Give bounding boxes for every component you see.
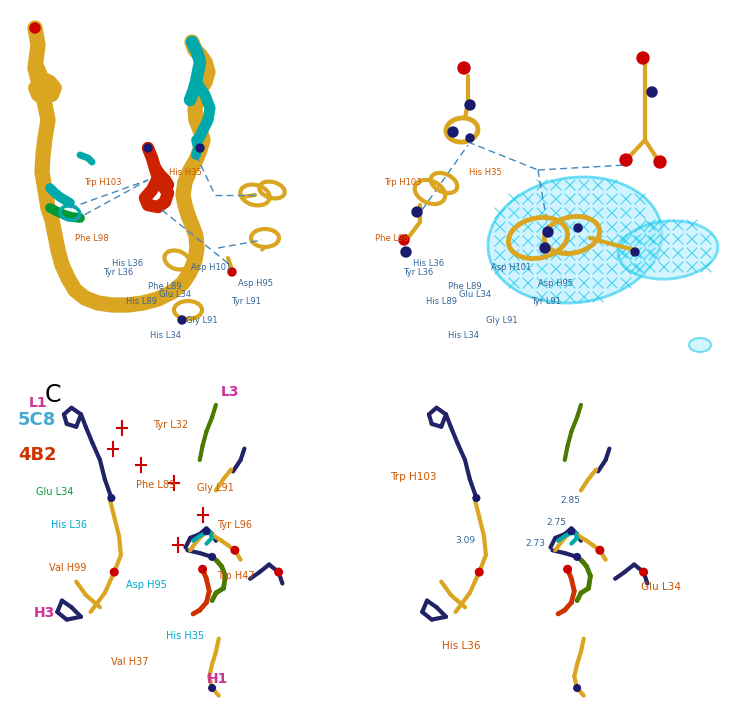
- Text: Phe L98: Phe L98: [75, 234, 109, 242]
- Text: Asp H95: Asp H95: [126, 580, 166, 590]
- Circle shape: [564, 566, 572, 573]
- Circle shape: [108, 494, 115, 502]
- Circle shape: [631, 248, 639, 256]
- Circle shape: [209, 553, 215, 560]
- Circle shape: [596, 547, 604, 554]
- Text: Trp H103: Trp H103: [84, 179, 122, 187]
- Text: Phe L89: Phe L89: [136, 480, 176, 490]
- Text: Asp H95: Asp H95: [238, 279, 274, 287]
- Circle shape: [574, 553, 580, 560]
- Text: L1: L1: [28, 396, 47, 410]
- Circle shape: [654, 156, 666, 168]
- Text: Asp H101: Asp H101: [491, 263, 532, 272]
- Text: Trp H103: Trp H103: [384, 179, 422, 187]
- Circle shape: [203, 528, 210, 534]
- Text: Trp H47: Trp H47: [217, 571, 255, 581]
- Text: Val H99: Val H99: [49, 563, 86, 574]
- Text: Glu L34: Glu L34: [641, 582, 681, 592]
- Text: Trp H103: Trp H103: [390, 472, 436, 482]
- Circle shape: [540, 243, 550, 253]
- Circle shape: [466, 134, 474, 142]
- Ellipse shape: [689, 338, 711, 352]
- Text: C: C: [45, 383, 62, 407]
- Text: Phe L89: Phe L89: [148, 282, 182, 291]
- Circle shape: [465, 100, 475, 110]
- Text: His L34: His L34: [150, 331, 181, 340]
- Text: 2.85: 2.85: [560, 497, 580, 505]
- Circle shape: [574, 224, 582, 232]
- Circle shape: [568, 528, 574, 534]
- Circle shape: [620, 154, 632, 166]
- Circle shape: [412, 207, 422, 217]
- Circle shape: [574, 685, 580, 691]
- Circle shape: [473, 494, 480, 502]
- Text: Val H37: Val H37: [111, 657, 148, 667]
- Text: Gly L91: Gly L91: [486, 317, 518, 325]
- Circle shape: [448, 127, 458, 137]
- Text: Glu L34: Glu L34: [36, 487, 74, 497]
- Circle shape: [144, 144, 152, 152]
- Text: 5C8: 5C8: [18, 411, 56, 429]
- Text: Asp H101: Asp H101: [191, 263, 232, 272]
- Text: His L36: His L36: [51, 520, 87, 530]
- Text: Glu L34: Glu L34: [159, 290, 191, 298]
- Circle shape: [399, 235, 409, 245]
- Text: Tyr L91: Tyr L91: [531, 297, 561, 306]
- Text: His L36: His L36: [112, 259, 144, 268]
- Text: His L89: His L89: [426, 297, 457, 306]
- Text: 3.09: 3.09: [455, 537, 476, 545]
- Circle shape: [196, 144, 204, 152]
- Text: Phe L98: Phe L98: [375, 234, 409, 242]
- Text: His H35: His H35: [469, 168, 502, 177]
- Circle shape: [228, 268, 236, 276]
- Text: 4B2: 4B2: [18, 446, 57, 464]
- Text: His L36: His L36: [442, 641, 481, 651]
- Circle shape: [110, 568, 118, 576]
- Text: His H35: His H35: [169, 168, 202, 177]
- Text: 2.73: 2.73: [525, 539, 545, 547]
- Text: Gly L91: Gly L91: [197, 483, 234, 493]
- Text: L3: L3: [221, 385, 240, 399]
- Text: Glu L34: Glu L34: [459, 290, 491, 298]
- Circle shape: [401, 247, 411, 257]
- Circle shape: [199, 566, 206, 573]
- Text: Phe L89: Phe L89: [448, 282, 482, 291]
- Circle shape: [637, 52, 649, 64]
- Circle shape: [543, 227, 553, 237]
- Text: H1: H1: [206, 672, 228, 686]
- Ellipse shape: [488, 177, 662, 303]
- Circle shape: [209, 685, 215, 691]
- Text: His H35: His H35: [166, 631, 205, 641]
- Circle shape: [30, 23, 40, 33]
- Text: Tyr L32: Tyr L32: [153, 420, 188, 431]
- Circle shape: [231, 547, 238, 554]
- Circle shape: [647, 87, 657, 97]
- Text: His L36: His L36: [413, 259, 444, 268]
- Circle shape: [476, 568, 483, 576]
- Ellipse shape: [618, 221, 718, 280]
- Text: H3: H3: [34, 606, 55, 621]
- Text: Tyr L91: Tyr L91: [231, 297, 261, 306]
- Circle shape: [458, 62, 470, 74]
- Text: Asp H95: Asp H95: [538, 279, 574, 287]
- Text: His L34: His L34: [448, 331, 479, 340]
- Text: Tyr L36: Tyr L36: [404, 268, 433, 277]
- Circle shape: [640, 568, 647, 576]
- Circle shape: [274, 568, 283, 576]
- Text: His L89: His L89: [126, 297, 157, 306]
- Text: Gly L91: Gly L91: [186, 317, 218, 325]
- Circle shape: [178, 316, 186, 324]
- Text: 2.75: 2.75: [546, 518, 566, 527]
- Text: Tyr L36: Tyr L36: [104, 268, 134, 277]
- Text: Tyr L96: Tyr L96: [217, 520, 253, 530]
